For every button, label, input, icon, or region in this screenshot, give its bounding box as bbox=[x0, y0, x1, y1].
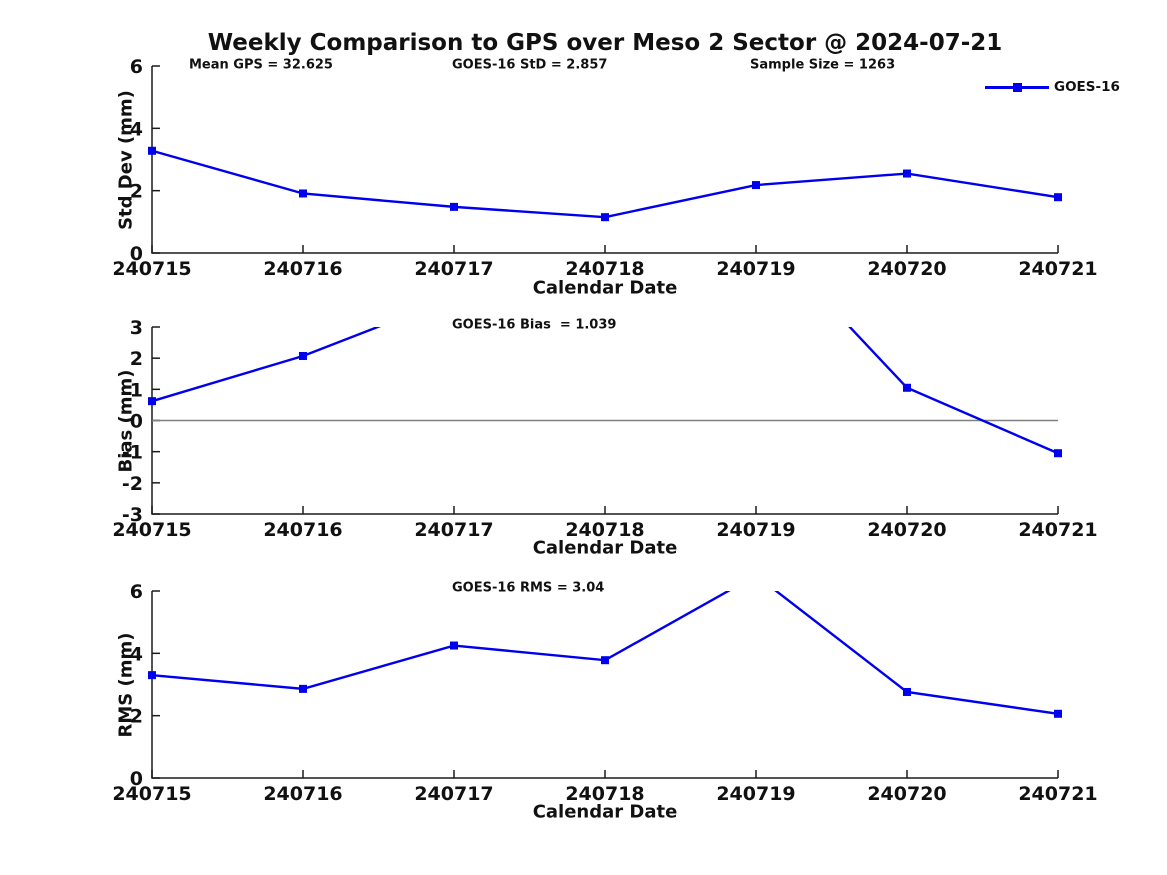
data-point-marker bbox=[299, 684, 307, 693]
x-tick-label: 240721 bbox=[1018, 783, 1097, 805]
goes16-rms-annotation: GOES-16 RMS = 3.04 bbox=[452, 580, 605, 596]
x-tick-label: 240717 bbox=[414, 519, 493, 541]
y-tick-label: 6 bbox=[130, 581, 143, 603]
x-tick-label: 240719 bbox=[716, 258, 795, 280]
x-tick-label: 240716 bbox=[263, 783, 342, 805]
mean-gps-annotation: Mean GPS = 32.625 bbox=[189, 57, 333, 73]
data-point-marker bbox=[752, 181, 760, 190]
goes16-line bbox=[151, 327, 382, 403]
x-tick-label: 240716 bbox=[263, 519, 342, 541]
rms-x-axis-label: Calendar Date bbox=[532, 801, 678, 823]
goes16-std-annotation: GOES-16 StD = 2.857 bbox=[452, 57, 608, 73]
bias-x-axis-label: Calendar Date bbox=[532, 537, 678, 559]
y-tick-label: 2 bbox=[130, 181, 143, 203]
data-point-marker bbox=[1054, 709, 1062, 718]
bias-subplot: 240715 240716 240717 240718 240719 240720 2407… bbox=[112, 317, 1097, 541]
stddev-x-axis-label: Calendar Date bbox=[532, 277, 678, 299]
y-tick-label: -1 bbox=[122, 442, 143, 464]
legend-square-marker bbox=[1013, 83, 1022, 92]
legend: GOES-16 bbox=[985, 79, 1125, 95]
y-tick-label: 2 bbox=[130, 706, 143, 728]
data-point-marker bbox=[601, 656, 609, 665]
x-tick-label: 240718 bbox=[565, 519, 644, 541]
y-tick-label: 0 bbox=[130, 411, 143, 433]
x-tick-label: 240719 bbox=[716, 519, 795, 541]
x-tick-label: 240718 bbox=[565, 783, 644, 805]
y-tick-label: 2 bbox=[130, 348, 143, 370]
data-point-marker bbox=[299, 189, 307, 198]
x-tick-label: 240715 bbox=[112, 258, 191, 280]
x-tick-label: 240717 bbox=[414, 258, 493, 280]
legend-label: GOES-16 bbox=[1054, 79, 1120, 95]
data-point-marker bbox=[148, 146, 156, 155]
y-tick-label: 4 bbox=[130, 118, 143, 140]
sample-size-annotation: Sample Size = 1263 bbox=[750, 57, 896, 73]
x-tick-label: 240720 bbox=[867, 258, 946, 280]
x-tick-label: 240721 bbox=[1018, 519, 1097, 541]
y-tick-label: 0 bbox=[130, 768, 143, 790]
x-tick-label: 240717 bbox=[414, 783, 493, 805]
data-point-marker bbox=[903, 687, 911, 696]
x-tick-label: 240715 bbox=[112, 519, 191, 541]
data-point-marker bbox=[1054, 449, 1062, 458]
x-tick-label: 240720 bbox=[867, 519, 946, 541]
rms-y-axis-label: RMS (mm) bbox=[115, 632, 137, 737]
bias-y-axis-label: Bias (mm) bbox=[115, 369, 137, 472]
x-tick-label: 240720 bbox=[867, 783, 946, 805]
axes-spines bbox=[151, 591, 1058, 779]
data-point-marker bbox=[903, 169, 911, 178]
axes-spines bbox=[151, 66, 1058, 254]
y-tick-label: -2 bbox=[122, 473, 143, 495]
data-point-marker bbox=[1054, 193, 1062, 202]
x-tick-label: 240715 bbox=[112, 783, 191, 805]
chart-title: Weekly Comparison to GPS over Meso 2 Sec… bbox=[207, 30, 1003, 56]
data-point-marker bbox=[601, 213, 609, 222]
goes16-line bbox=[151, 591, 1059, 715]
data-point-marker bbox=[148, 397, 156, 406]
data-point-marker bbox=[903, 383, 911, 392]
x-tick-label: 240721 bbox=[1018, 258, 1097, 280]
y-tick-label: 1 bbox=[130, 379, 143, 401]
data-point-marker bbox=[299, 351, 307, 360]
y-tick-label: 0 bbox=[130, 243, 143, 265]
x-tick-label: 240718 bbox=[565, 258, 644, 280]
y-tick-label: -3 bbox=[122, 504, 143, 526]
x-tick-label: 240719 bbox=[716, 783, 795, 805]
data-point-marker bbox=[450, 202, 458, 211]
goes16-bias-annotation: GOES-16 Bias = 1.039 bbox=[452, 317, 617, 333]
data-point-marker bbox=[148, 671, 156, 680]
rms-subplot: 240715 240716 240717 240718 240719 240720 2407… bbox=[112, 581, 1097, 805]
std-dev-subplot: 240715 240716 240717 240718 240719 240720 2407… bbox=[112, 56, 1097, 280]
stddev-y-axis-label: Std Dev (mm) bbox=[115, 89, 137, 230]
data-point-marker bbox=[450, 641, 458, 650]
goes16-line bbox=[151, 149, 1059, 219]
y-tick-label: 3 bbox=[130, 317, 143, 339]
y-tick-label: 6 bbox=[130, 56, 143, 78]
y-tick-label: 4 bbox=[130, 643, 143, 665]
x-tick-label: 240716 bbox=[263, 258, 342, 280]
